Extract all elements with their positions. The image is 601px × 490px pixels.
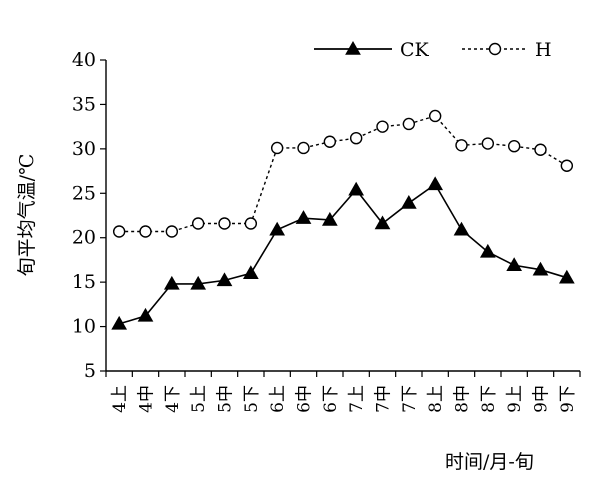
- x-tick-label: 7下: [400, 385, 420, 413]
- legend: CK H: [314, 39, 552, 61]
- x-tick-label: 5下: [242, 385, 262, 413]
- x-tick-label: 4上: [110, 385, 130, 413]
- x-axis-title: 时间/月-旬: [445, 451, 534, 473]
- x-tick-label: 9下: [558, 385, 578, 413]
- data-point: [163, 275, 180, 290]
- data-point: [349, 131, 363, 145]
- data-point: [139, 225, 152, 238]
- x-tick-label: 7上: [347, 385, 367, 413]
- x-tick-label: 5上: [189, 385, 209, 413]
- y-tick-label: 35: [72, 93, 96, 115]
- series-line-ck: [118, 183, 568, 325]
- x-tick-label: 6上: [268, 385, 288, 413]
- y-axis-title: 旬平均气温/℃: [16, 154, 38, 277]
- data-point: [376, 120, 389, 133]
- series-line-h: [119, 115, 568, 233]
- data-point: [295, 210, 312, 224]
- data-point: [479, 243, 496, 258]
- data-point: [455, 139, 468, 152]
- legend-label: H: [535, 39, 552, 61]
- data-point: [507, 139, 521, 153]
- data-point: [481, 137, 495, 150]
- x-tick-label: 5中: [216, 385, 236, 413]
- data-point: [400, 195, 417, 209]
- x-tick-label: 6中: [295, 385, 315, 413]
- data-point: [428, 109, 442, 123]
- data-point: [488, 42, 502, 56]
- data-point: [216, 272, 233, 287]
- x-tick-label: 8下: [479, 385, 499, 413]
- data-point: [348, 181, 365, 196]
- legend-label: CK: [400, 39, 430, 61]
- x-tick-label: 8中: [453, 385, 473, 413]
- y-tick-label: 10: [72, 316, 96, 338]
- data-point: [534, 143, 547, 156]
- data-point: [560, 159, 574, 172]
- data-point: [242, 265, 259, 280]
- series-ck: [111, 176, 575, 330]
- data-point: [165, 225, 179, 238]
- data-point: [112, 225, 126, 238]
- data-point: [190, 275, 207, 290]
- data-point: [558, 269, 575, 284]
- legend-item-ck: CK: [314, 39, 430, 61]
- x-tick-label: 4下: [163, 385, 183, 413]
- data-point: [297, 141, 310, 155]
- y-tick-label: 25: [72, 182, 96, 204]
- data-point: [111, 315, 128, 330]
- y-tick-label: 20: [72, 227, 96, 249]
- x-tick-label: 9上: [505, 385, 525, 413]
- x-tick-label: 4中: [137, 385, 157, 413]
- y-tick-label: 40: [72, 49, 96, 71]
- y-tick-label: 15: [72, 271, 96, 293]
- data-point: [323, 135, 337, 148]
- data-point: [244, 217, 258, 230]
- data-point: [374, 215, 391, 230]
- data-point: [270, 141, 284, 155]
- y-tick-label: 5: [84, 360, 96, 382]
- x-tick-label: 7中: [374, 385, 394, 413]
- series-h: [112, 109, 574, 238]
- data-point: [218, 217, 231, 230]
- legend-item-h: H: [462, 39, 552, 61]
- y-tick-label: 30: [72, 138, 96, 160]
- series-layer: [111, 109, 575, 330]
- data-point: [453, 221, 470, 236]
- data-point: [427, 176, 444, 191]
- x-tick-label: 6下: [321, 385, 341, 413]
- data-point: [532, 261, 549, 276]
- data-point: [402, 117, 416, 131]
- data-point: [506, 257, 523, 272]
- data-point: [137, 307, 154, 322]
- data-point: [345, 40, 361, 55]
- x-tick-label: 9中: [532, 385, 552, 413]
- x-tick-label: 8上: [426, 385, 446, 413]
- data-point: [269, 221, 286, 236]
- data-point: [321, 211, 338, 226]
- data-point: [191, 217, 205, 230]
